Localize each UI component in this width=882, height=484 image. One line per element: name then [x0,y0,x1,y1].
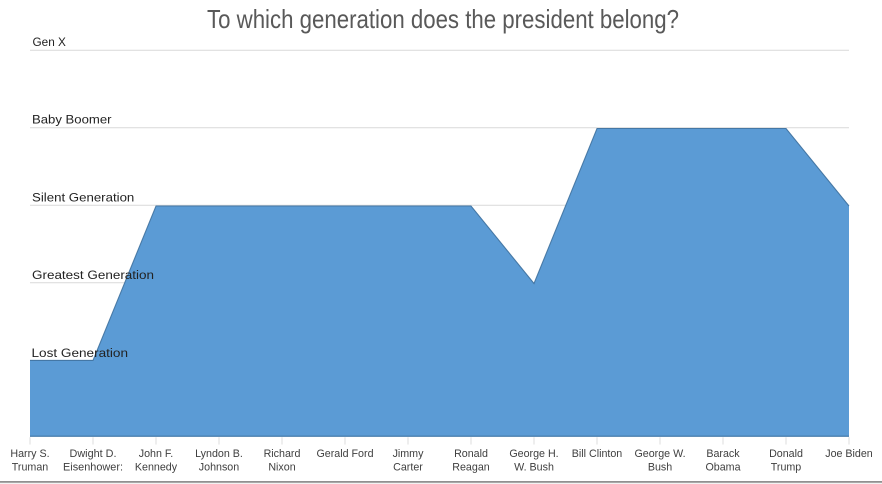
svg-text:W. Bush: W. Bush [514,461,554,473]
svg-text:Joe Biden: Joe Biden [825,448,873,460]
svg-text:Carter: Carter [393,461,423,473]
svg-text:Trump: Trump [771,461,802,473]
svg-text:Lyndon B.: Lyndon B. [195,448,243,460]
svg-text:Greatest Generation: Greatest Generation [32,268,154,282]
svg-text:Gen X: Gen X [33,35,66,49]
svg-text:Jimmy: Jimmy [393,448,425,460]
svg-text:Obama: Obama [705,461,740,473]
svg-text:George H.: George H. [509,448,558,460]
svg-text:Baby Boomer: Baby Boomer [32,113,112,127]
svg-text:Nixon: Nixon [268,461,295,473]
svg-text:Reagan: Reagan [452,461,489,473]
svg-text:Richard: Richard [264,448,301,460]
svg-text:Dwight D.: Dwight D. [70,448,117,460]
svg-text:Donald: Donald [769,448,803,460]
svg-text:Bush: Bush [648,461,672,473]
svg-text:Truman: Truman [12,461,48,473]
svg-text:Barack: Barack [706,448,740,460]
svg-text:To which generation does the p: To which generation does the president b… [207,4,679,34]
svg-text:John F.: John F. [139,448,173,460]
svg-text:Johnson: Johnson [199,461,239,473]
svg-text:Eisenhower:: Eisenhower: [63,461,123,473]
svg-text:Gerald Ford: Gerald Ford [316,448,373,460]
svg-text:Bill Clinton: Bill Clinton [572,448,623,460]
svg-text:Silent Generation: Silent Generation [32,190,134,204]
svg-text:Ronald: Ronald [454,448,488,460]
svg-text:Harry S.: Harry S. [10,448,49,460]
svg-text:Kennedy: Kennedy [135,461,178,473]
svg-text:Lost Generation: Lost Generation [32,346,129,360]
svg-text:George W.: George W. [634,448,685,460]
